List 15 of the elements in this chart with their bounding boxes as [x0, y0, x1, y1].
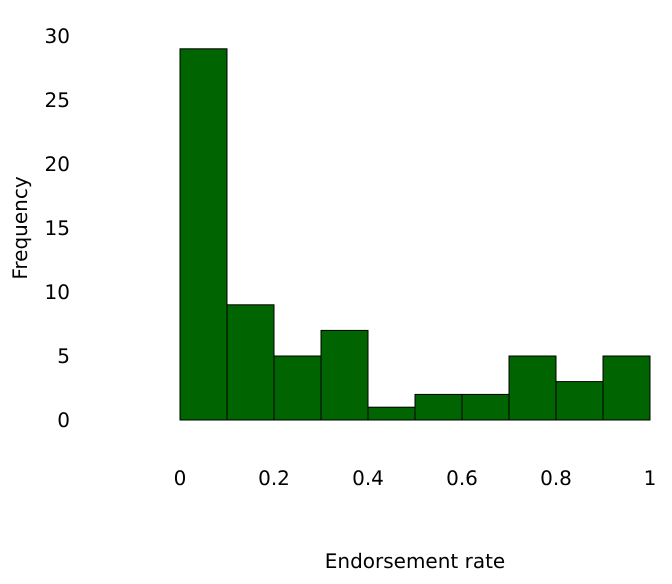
- x-tick-label: 0.2: [258, 466, 290, 490]
- x-tick-label: 0.4: [352, 466, 384, 490]
- y-tick-label: 20: [44, 152, 70, 176]
- y-tick-label: 5: [57, 344, 70, 368]
- x-tick-label: 0.6: [446, 466, 478, 490]
- x-axis-title: Endorsement rate: [324, 549, 506, 573]
- y-tick-label: 25: [44, 88, 70, 112]
- y-tick-label: 10: [44, 280, 70, 304]
- y-tick-label: 15: [44, 216, 70, 240]
- y-tick-label: 0: [57, 408, 70, 432]
- x-tick-label: 0: [174, 466, 186, 490]
- y-axis-title: Frequency: [8, 176, 32, 280]
- x-tick-label: 0.8: [540, 466, 572, 490]
- y-tick-label: 30: [44, 24, 70, 48]
- x-tick-label: 1: [644, 466, 656, 490]
